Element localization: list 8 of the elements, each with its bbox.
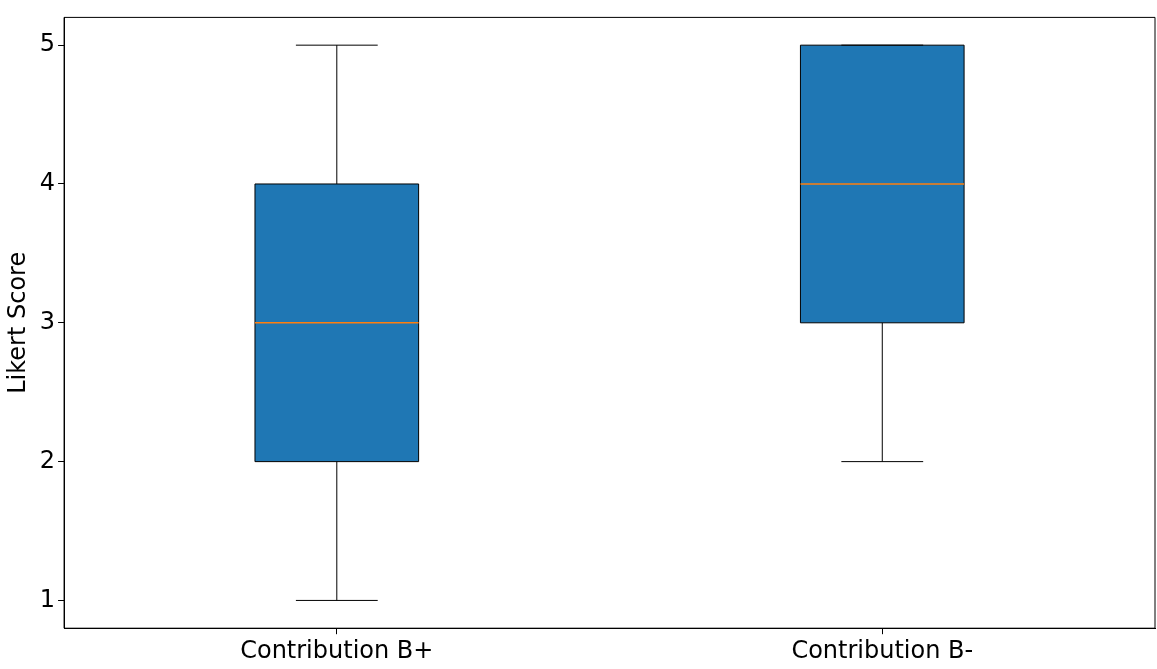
y-axis-title: Likert Score: [2, 251, 31, 394]
x-tick-label: Contribution B-: [791, 635, 974, 664]
x-tick-label: Contribution B+: [240, 635, 434, 664]
y-tick-label: 1: [39, 584, 56, 613]
y-tick-label: 4: [39, 168, 56, 197]
y-tick-label: 5: [39, 29, 56, 58]
y-tick-label: 2: [39, 445, 56, 474]
y-tick-label: 3: [39, 307, 56, 336]
